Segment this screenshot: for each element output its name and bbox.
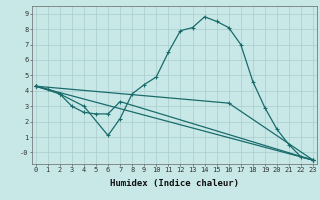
- X-axis label: Humidex (Indice chaleur): Humidex (Indice chaleur): [110, 179, 239, 188]
